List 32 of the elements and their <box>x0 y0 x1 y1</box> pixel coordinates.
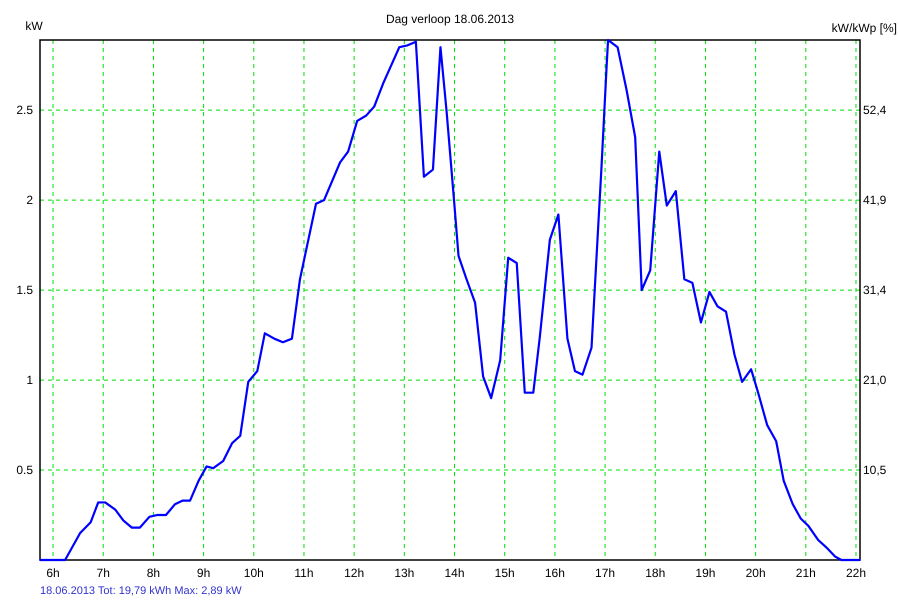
x-tick-label: 16h <box>544 566 565 580</box>
chart-title: Dag verloop 18.06.2013 <box>386 12 514 26</box>
y2-axis-title: kW/kWp [%] <box>832 21 897 35</box>
x-tick-label: 6h <box>46 566 60 580</box>
x-tick-label: 15h <box>494 566 515 580</box>
y-axis-title: kW <box>25 19 44 33</box>
x-tick-label: 21h <box>796 566 816 580</box>
x-tick-label: 22h <box>846 566 866 580</box>
x-tick-label: 20h <box>746 566 766 580</box>
y-tick-label: 1.5 <box>16 283 34 298</box>
y2-tick-label: 31,4 <box>863 283 887 298</box>
x-tick-label: 17h <box>595 566 616 580</box>
y2-tick-label: 10,5 <box>863 463 887 478</box>
x-tick-label: 19h <box>695 566 716 580</box>
x-tick-label: 8h <box>146 566 160 580</box>
y2-tick-label: 41,9 <box>863 193 887 208</box>
y2-tick-label: 21,0 <box>863 373 887 388</box>
x-tick-label: 13h <box>394 566 414 580</box>
x-tick-label: 11h <box>294 566 314 580</box>
x-tick-label: 12h <box>344 566 364 580</box>
x-tick-label: 14h <box>444 566 465 580</box>
y2-tick-label: 52,4 <box>863 103 887 118</box>
y-tick-label: 2 <box>26 193 34 208</box>
y-tick-label: 1 <box>26 373 34 388</box>
line-series <box>39 38 861 562</box>
x-tick-label: 7h <box>96 566 110 580</box>
y-tick-label: 2.5 <box>16 103 34 118</box>
text: 18.06.2013 Tot: 19,79 kWh Max: 2,89 kW <box>40 585 242 597</box>
y-tick-label: 0.5 <box>16 463 34 478</box>
x-tick-label: 10h <box>244 566 264 580</box>
x-tick-label: 9h <box>196 566 210 580</box>
x-tick-label: 18h <box>645 566 666 580</box>
